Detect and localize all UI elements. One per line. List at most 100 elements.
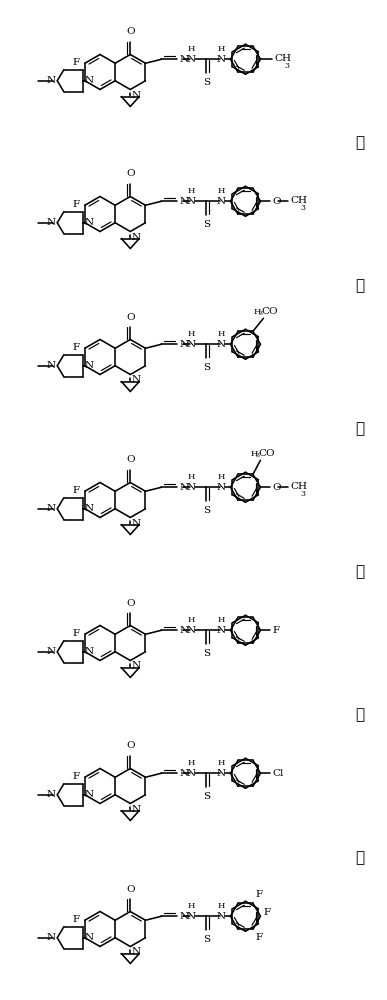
Text: S: S xyxy=(203,78,210,87)
Text: H: H xyxy=(218,330,225,338)
Text: H: H xyxy=(188,45,195,53)
Text: S: S xyxy=(203,363,210,372)
Text: O: O xyxy=(126,169,135,178)
Text: S: S xyxy=(203,935,210,944)
Text: 或: 或 xyxy=(355,135,365,150)
Text: F: F xyxy=(73,343,80,352)
Text: N: N xyxy=(85,76,94,85)
Text: F: F xyxy=(256,933,263,942)
Text: N: N xyxy=(217,483,226,492)
Text: N: N xyxy=(180,483,188,492)
Text: N: N xyxy=(217,912,226,921)
Text: 或: 或 xyxy=(355,708,365,722)
Text: F: F xyxy=(73,200,80,209)
Text: N: N xyxy=(187,483,196,492)
Text: S: S xyxy=(203,649,210,658)
Text: N: N xyxy=(46,647,55,656)
Text: N: N xyxy=(85,361,94,370)
Text: N: N xyxy=(85,933,94,942)
Text: N: N xyxy=(217,197,226,206)
Text: O: O xyxy=(126,884,135,894)
Text: N: N xyxy=(131,804,140,814)
Text: H: H xyxy=(218,902,225,910)
Text: O: O xyxy=(126,312,135,322)
Text: F: F xyxy=(264,908,271,917)
Text: N: N xyxy=(180,55,188,64)
Text: N: N xyxy=(217,55,226,64)
Text: N: N xyxy=(180,626,188,635)
Text: N: N xyxy=(131,375,140,384)
Text: 或: 或 xyxy=(355,564,365,580)
Text: N: N xyxy=(46,504,55,513)
Text: O: O xyxy=(126,27,135,36)
Text: N: N xyxy=(217,626,226,635)
Text: CO: CO xyxy=(259,449,275,458)
Text: H: H xyxy=(218,45,225,53)
Text: 或: 或 xyxy=(355,850,365,865)
Text: N: N xyxy=(180,340,188,349)
Text: N: N xyxy=(85,218,94,227)
Text: N: N xyxy=(187,626,196,635)
Text: 或: 或 xyxy=(355,278,365,294)
Text: CO: CO xyxy=(262,307,278,316)
Text: N: N xyxy=(131,232,140,241)
Text: H: H xyxy=(253,308,261,316)
Text: O: O xyxy=(126,742,135,750)
Text: F: F xyxy=(73,915,80,924)
Text: N: N xyxy=(46,218,55,227)
Text: 3: 3 xyxy=(259,311,262,316)
Text: H: H xyxy=(188,759,195,767)
Text: N: N xyxy=(46,361,55,370)
Text: 3: 3 xyxy=(255,453,259,458)
Text: 3: 3 xyxy=(300,204,305,212)
Text: O: O xyxy=(126,598,135,607)
Text: H: H xyxy=(218,187,225,195)
Text: H: H xyxy=(250,450,258,458)
Text: N: N xyxy=(217,769,226,778)
Text: S: S xyxy=(203,506,210,515)
Text: H: H xyxy=(188,902,195,910)
Text: H: H xyxy=(188,473,195,481)
Text: O: O xyxy=(272,197,281,206)
Text: N: N xyxy=(187,55,196,64)
Text: N: N xyxy=(187,769,196,778)
Text: N: N xyxy=(46,933,55,942)
Text: CH: CH xyxy=(274,54,291,63)
Text: F: F xyxy=(73,629,80,638)
Text: N: N xyxy=(180,197,188,206)
Text: N: N xyxy=(85,504,94,513)
Text: H: H xyxy=(188,616,195,624)
Text: N: N xyxy=(217,340,226,349)
Text: F: F xyxy=(272,626,279,635)
Text: F: F xyxy=(73,486,80,495)
Text: N: N xyxy=(131,662,140,670)
Text: 3: 3 xyxy=(300,490,305,498)
Text: O: O xyxy=(126,456,135,464)
Text: N: N xyxy=(131,948,140,956)
Text: S: S xyxy=(203,792,210,801)
Text: S: S xyxy=(203,220,210,229)
Text: H: H xyxy=(218,759,225,767)
Text: N: N xyxy=(131,91,140,100)
Text: N: N xyxy=(187,197,196,206)
Text: N: N xyxy=(180,912,188,921)
Text: CH: CH xyxy=(291,196,307,205)
Text: H: H xyxy=(218,616,225,624)
Text: 或: 或 xyxy=(355,422,365,436)
Text: N: N xyxy=(85,647,94,656)
Text: N: N xyxy=(131,518,140,528)
Text: F: F xyxy=(256,890,263,899)
Text: 3: 3 xyxy=(284,62,289,70)
Text: CH: CH xyxy=(291,482,307,491)
Text: H: H xyxy=(218,473,225,481)
Text: N: N xyxy=(187,340,196,349)
Text: N: N xyxy=(46,790,55,799)
Text: F: F xyxy=(73,58,80,67)
Text: F: F xyxy=(73,772,80,781)
Text: N: N xyxy=(180,769,188,778)
Text: N: N xyxy=(85,790,94,799)
Text: H: H xyxy=(188,330,195,338)
Text: Cl: Cl xyxy=(272,769,284,778)
Text: N: N xyxy=(46,76,55,85)
Text: N: N xyxy=(187,912,196,921)
